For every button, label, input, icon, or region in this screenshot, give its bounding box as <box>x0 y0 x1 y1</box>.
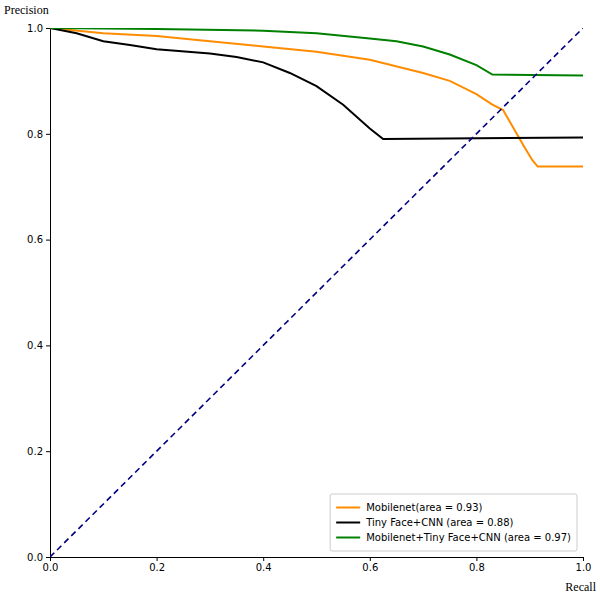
chart: 0.0 0.2 0.4 0.6 0.8 1.0 0.0 0.2 0.4 0.6 0.8 1.0 Mobi… <box>0 0 600 599</box>
x-tick-label: 1.0 <box>576 562 592 573</box>
x-tick: 0.6 <box>362 557 378 573</box>
legend-swatch <box>336 537 360 539</box>
legend: Mobilenet(area = 0.93) Tiny Face+CNN (are… <box>330 494 577 551</box>
y-tick-mark <box>46 557 50 558</box>
y-tick: 0.2 <box>27 446 50 457</box>
y-tick: 0.0 <box>27 552 50 563</box>
x-tick-label: 0.8 <box>469 562 485 573</box>
legend-label: Tiny Face+CNN (area = 0.88) <box>365 517 513 528</box>
y-tick-mark <box>46 240 50 241</box>
x-tick-mark <box>157 557 158 561</box>
x-axis: 0.0 0.2 0.4 0.6 0.8 1.0 <box>43 557 592 573</box>
y-tick-label: 0.6 <box>27 234 43 245</box>
x-axis-line <box>51 558 584 562</box>
y-axis-title: Precision <box>4 3 49 17</box>
y-tick: 0.6 <box>27 234 50 245</box>
x-axis-title: Recall <box>565 580 596 594</box>
x-tick-mark <box>583 557 584 561</box>
y-axis: 0.0 0.2 0.4 0.6 0.8 1.0 <box>27 23 50 563</box>
legend-swatch <box>336 522 360 524</box>
y-tick-label: 0.2 <box>27 446 43 457</box>
x-tick-label: 0.0 <box>43 562 59 573</box>
y-tick-mark <box>46 451 50 452</box>
y-tick-mark <box>46 28 50 29</box>
y-tick: 1.0 <box>27 23 50 34</box>
x-tick: 0.2 <box>149 557 165 573</box>
y-tick-label: 0.4 <box>27 340 43 351</box>
y-tick: 0.8 <box>27 129 50 140</box>
plot: 0.0 0.2 0.4 0.6 0.8 1.0 0.0 0.2 0.4 0.6 0.8 1.0 Mobi… <box>27 23 591 573</box>
x-tick-label: 0.2 <box>149 562 165 573</box>
x-tick-mark <box>476 557 477 561</box>
legend-box <box>330 494 577 551</box>
series-line <box>50 28 583 76</box>
y-tick-label: 0.8 <box>27 129 43 140</box>
y-axis-line <box>46 29 51 558</box>
y-tick: 0.4 <box>27 340 50 351</box>
legend-label: Mobilenet(area = 0.93) <box>366 502 482 513</box>
series-line <box>50 28 583 557</box>
y-tick-mark <box>46 345 50 346</box>
x-tick-label: 0.4 <box>256 562 272 573</box>
series-line <box>50 28 583 139</box>
x-tick-mark <box>263 557 264 561</box>
legend-label: Mobilenet+Tiny Face+CNN (area = 0.97) <box>366 532 571 543</box>
x-tick-mark <box>370 557 371 561</box>
x-tick-label: 0.6 <box>362 562 378 573</box>
series-line <box>50 28 583 167</box>
x-tick: 1.0 <box>576 557 592 573</box>
y-tick-label: 1.0 <box>27 23 43 34</box>
x-tick: 0.8 <box>469 557 485 573</box>
y-tick-mark <box>46 134 50 135</box>
legend-swatch <box>336 507 360 509</box>
lines <box>50 28 583 557</box>
y-tick-label: 0.0 <box>27 552 43 563</box>
x-tick: 0.0 <box>43 557 59 573</box>
x-tick: 0.4 <box>256 557 272 573</box>
